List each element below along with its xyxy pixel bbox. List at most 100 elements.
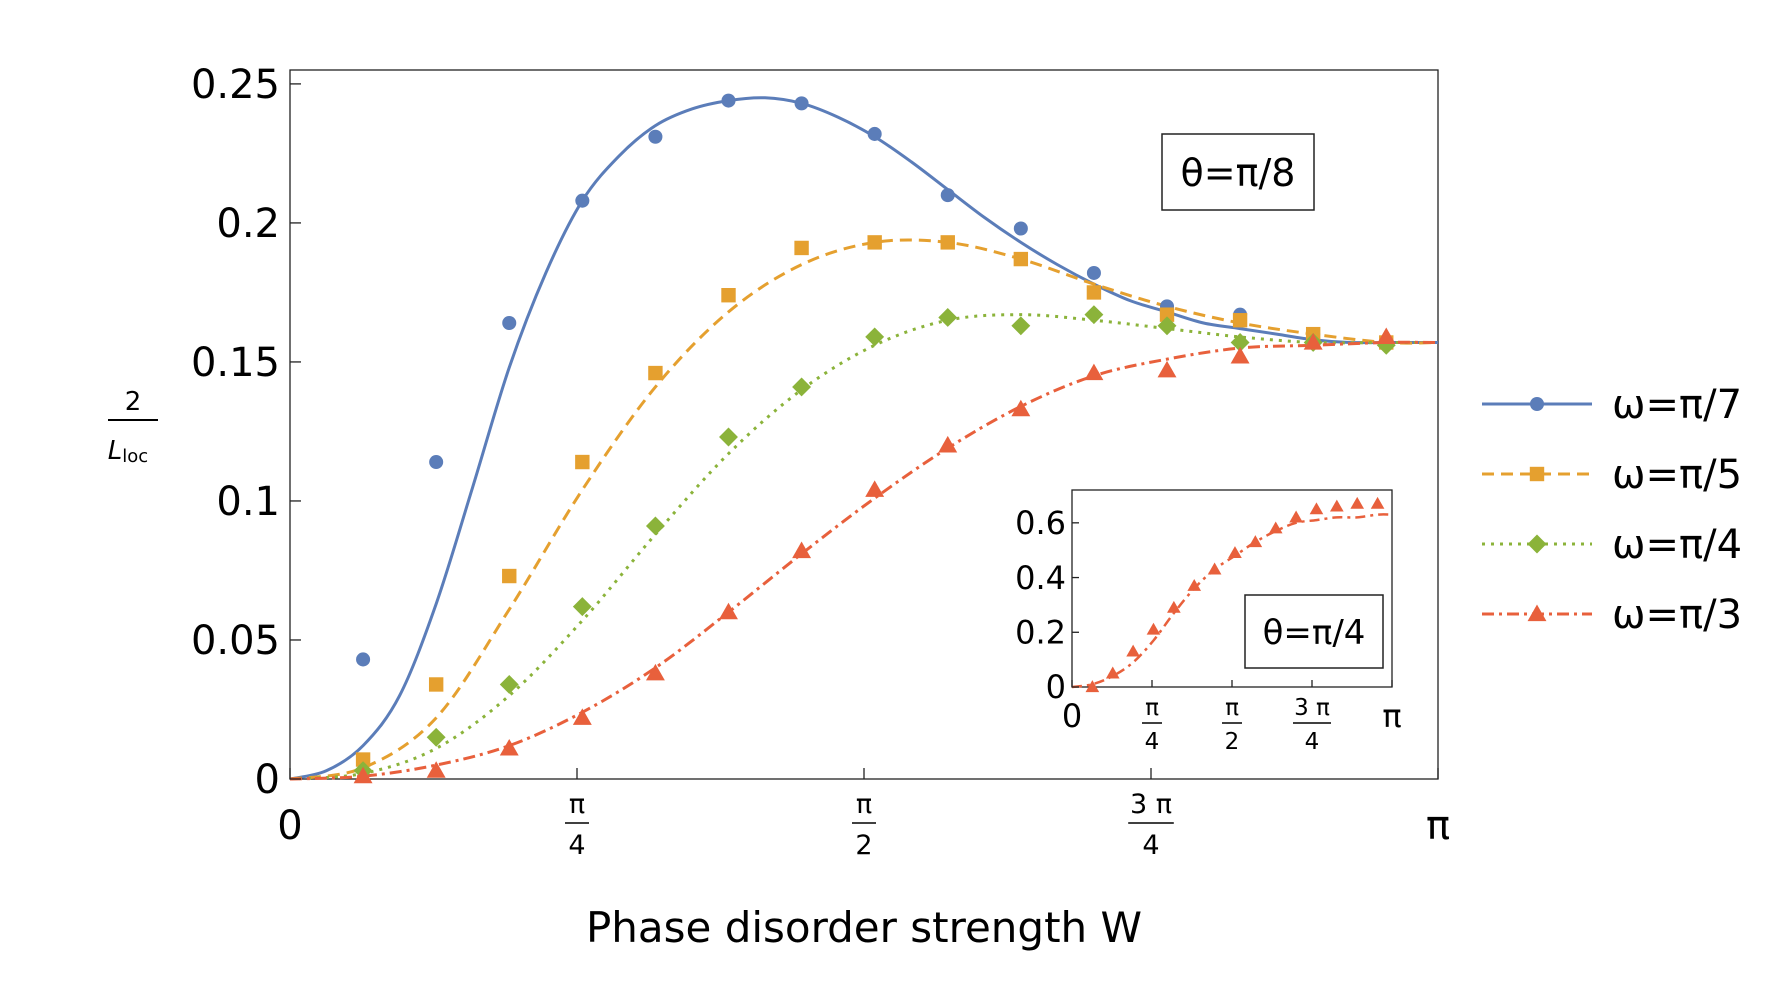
main-data-point bbox=[940, 188, 955, 203]
main-plot: 0 0.05 0.1 0.15 0.2 0.25 0 π 4 π 2 3 π 4 π θ=π/8 2 L… bbox=[108, 62, 1450, 952]
inset-data-point bbox=[1085, 680, 1100, 693]
annotation-box bbox=[1161, 133, 1315, 211]
inset-annotation-theta-pi-4: θ=π/4 bbox=[1263, 613, 1366, 653]
main-data-point bbox=[502, 568, 517, 584]
y-label-numerator: 2 bbox=[125, 387, 142, 417]
main-data-point bbox=[867, 235, 882, 250]
main-data-point bbox=[356, 652, 371, 667]
main-y-tick-label: 0.1 bbox=[216, 479, 280, 525]
main-data-point bbox=[499, 675, 519, 694]
main-data-point bbox=[355, 752, 371, 767]
inset-data-point bbox=[1248, 535, 1263, 548]
main-data-point bbox=[1376, 327, 1396, 345]
main-data-point bbox=[575, 454, 590, 470]
inset-data-point bbox=[1207, 562, 1222, 575]
legend-marker-3 bbox=[1527, 534, 1547, 554]
main-markers bbox=[353, 93, 1396, 784]
inset-x-tick-numerator: π bbox=[1225, 695, 1239, 721]
main-x-tick-numerator: 3 π bbox=[1130, 789, 1172, 820]
main-data-point bbox=[575, 193, 590, 208]
main-data-point bbox=[719, 427, 738, 447]
main-data-point bbox=[426, 727, 446, 747]
inset-data-point bbox=[1126, 644, 1140, 657]
legend-label-2: ω=π/5 bbox=[1612, 452, 1742, 498]
inset-x-tick-label: π bbox=[1382, 697, 1401, 735]
annotation-theta-pi-8: θ=π/8 bbox=[1181, 151, 1296, 195]
main-data-point bbox=[1303, 333, 1323, 350]
legend-marker-4 bbox=[1527, 604, 1547, 622]
inset-data-point bbox=[1350, 496, 1365, 509]
inset-x-tick-numerator: π bbox=[1145, 695, 1159, 721]
inset-x-ticks: 0 π 4 π 2 3 π 4 π bbox=[1062, 680, 1402, 755]
inset-plot: 0 0.2 0.4 0.6 0 π 4 π 2 3 π 4 π θ=π/4 bbox=[1015, 489, 1402, 755]
inset-data-point bbox=[1105, 666, 1120, 679]
y-label-denominator: Lloc bbox=[108, 436, 148, 467]
inset-data-point bbox=[1289, 510, 1303, 523]
inset-data-point bbox=[1228, 546, 1242, 559]
inset-x-tick-denominator: 4 bbox=[1305, 729, 1320, 755]
main-data-point bbox=[428, 677, 444, 692]
main-data-point bbox=[1086, 285, 1102, 300]
inset-x-tick-label: 0 bbox=[1062, 697, 1082, 735]
main-y-tick-label: 0.05 bbox=[191, 618, 280, 664]
main-data-point bbox=[1157, 360, 1177, 378]
inset-y-tick-label: 0 bbox=[1046, 668, 1066, 706]
main-y-tick-label: 0.2 bbox=[216, 201, 280, 247]
main-series-line-1 bbox=[289, 96, 1438, 781]
inset-data-point bbox=[1146, 622, 1161, 635]
main-data-point bbox=[645, 516, 665, 536]
main-y-tick-label: 0.25 bbox=[191, 62, 280, 108]
main-data-point bbox=[1157, 316, 1177, 336]
main-data-point bbox=[938, 308, 958, 327]
inset-data-point bbox=[1167, 600, 1181, 613]
inset-y-tick-label: 0.4 bbox=[1015, 559, 1066, 597]
legend-label-3: ω=π/4 bbox=[1612, 522, 1742, 568]
main-data-point bbox=[1013, 221, 1028, 236]
inset-data-point bbox=[1187, 578, 1202, 591]
legend-label-1: ω=π/7 bbox=[1612, 382, 1742, 428]
main-series-line-4 bbox=[289, 340, 1439, 781]
main-data-point bbox=[1013, 251, 1029, 267]
main-x-tick-numerator: π bbox=[856, 789, 872, 820]
inset-data-point bbox=[1370, 496, 1385, 509]
inset-data-point bbox=[1268, 521, 1283, 534]
main-data-point bbox=[426, 761, 446, 778]
main-data-point bbox=[721, 288, 736, 303]
inset-annotation-box bbox=[1244, 594, 1384, 669]
main-data-point bbox=[572, 597, 592, 617]
main-y-tick-label: 0.15 bbox=[191, 340, 280, 386]
main-data-point bbox=[502, 315, 517, 331]
inset-x-tick-denominator: 4 bbox=[1145, 729, 1160, 755]
main-data-point bbox=[865, 480, 885, 497]
main-x-tick-label: π bbox=[1426, 803, 1450, 849]
main-data-point bbox=[719, 602, 738, 620]
main-data-point bbox=[938, 435, 958, 453]
main-data-point bbox=[1159, 307, 1175, 322]
legend: ω=π/7 ω=π/5 ω=π/4 ω=π/3 bbox=[1482, 382, 1742, 638]
main-data-point bbox=[792, 541, 812, 559]
main-data-point bbox=[1011, 316, 1031, 336]
main-series-line-3 bbox=[289, 313, 1438, 781]
main-data-point bbox=[1084, 363, 1104, 381]
main-data-point bbox=[1011, 399, 1031, 417]
main-data-point bbox=[1086, 265, 1101, 280]
main-data-point bbox=[499, 738, 519, 756]
main-data-point bbox=[353, 766, 373, 784]
main-data-point bbox=[721, 93, 736, 108]
main-data-point bbox=[645, 663, 665, 681]
main-data-point bbox=[1084, 305, 1104, 325]
main-data-point bbox=[794, 240, 809, 256]
main-data-point bbox=[1232, 313, 1248, 328]
main-data-point bbox=[940, 235, 955, 250]
y-axis-label: 2 Lloc bbox=[108, 387, 158, 467]
legend-label-4: ω=π/3 bbox=[1612, 592, 1742, 638]
main-data-point bbox=[429, 455, 444, 470]
main-data-point bbox=[1230, 346, 1250, 364]
inset-x-tick-numerator: 3 π bbox=[1294, 695, 1330, 721]
inset-data-point bbox=[1330, 499, 1344, 512]
main-x-tick-denominator: 4 bbox=[1142, 830, 1159, 861]
inset-y-tick-label: 0.6 bbox=[1015, 504, 1066, 542]
inset-x-tick-denominator: 2 bbox=[1225, 729, 1240, 755]
main-data-point bbox=[865, 327, 885, 347]
